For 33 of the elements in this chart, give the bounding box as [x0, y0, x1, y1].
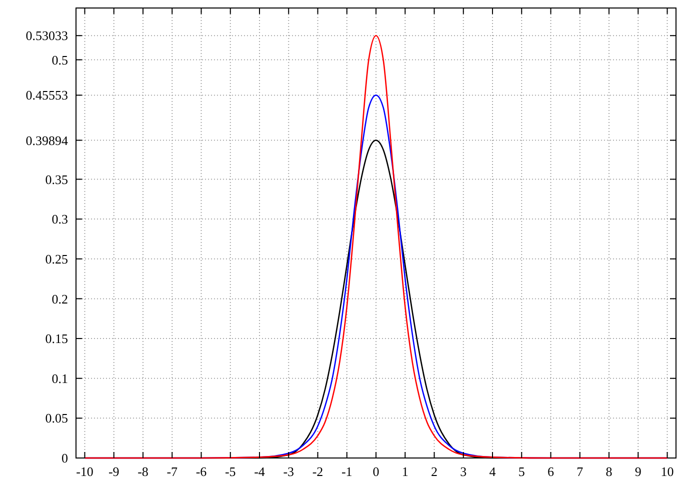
x-tick-label: -3: [283, 464, 294, 479]
x-tick-label: -4: [254, 464, 266, 479]
y-tick-label: 0.15: [45, 331, 68, 346]
y-tick-label: 0.05: [45, 410, 68, 426]
x-tick-label: 7: [576, 464, 584, 479]
x-tick-label: -8: [138, 464, 148, 479]
y-tick-label: 0.35: [45, 172, 68, 187]
x-tick-label: 9: [634, 464, 642, 479]
y-tick-label: 0.45553: [26, 88, 68, 103]
y-tick-label: 0.3: [52, 212, 68, 227]
x-tick-label: 8: [606, 464, 612, 479]
x-tick-label: -10: [76, 464, 94, 479]
x-tick-label: -1: [341, 464, 352, 479]
y-tick-label: 0.39894: [26, 132, 68, 148]
y-tick-label: 0.53033: [26, 28, 68, 44]
x-tick-label: 2: [431, 464, 438, 479]
x-tick-label: 1: [402, 464, 408, 479]
x-tick-label: 5: [518, 464, 525, 479]
x-tick-label: 4: [489, 464, 496, 479]
x-tick-label: -7: [166, 464, 178, 479]
x-tick-label: 3: [460, 464, 467, 479]
x-tick-label: 6: [548, 464, 555, 479]
y-tick-label: 0.25: [45, 251, 68, 266]
y-tick-label: 0.2: [52, 291, 68, 306]
x-tick-label: 10: [660, 464, 674, 479]
x-tick-label: 0: [372, 464, 380, 479]
y-tick-label: 0.1: [52, 370, 68, 386]
x-tick-label: -9: [108, 464, 120, 479]
x-tick-label: -2: [312, 464, 324, 479]
y-tick-label: 0: [62, 450, 68, 466]
x-tick-label: -6: [196, 464, 208, 479]
x-tick-label: -5: [224, 464, 236, 479]
y-tick-label: 0.5: [52, 52, 68, 68]
